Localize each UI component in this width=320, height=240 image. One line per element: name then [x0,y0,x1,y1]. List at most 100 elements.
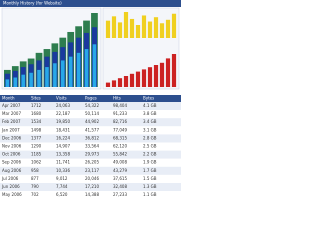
table-cell: 1534 [31,119,42,124]
table-row [0,102,181,111]
bar [171,54,177,87]
table-cell: 1680 [31,111,42,116]
bar [61,60,65,87]
bar [135,71,141,87]
bar [147,67,153,87]
table-cell: 13,358 [56,152,70,157]
table-cell: Mar 2007 [2,111,21,116]
table-cell: 77,049 [113,127,127,132]
table-cell: 2.8 GB [143,135,157,140]
table-cell: 82,716 [113,119,127,124]
table-cell: 1.9 GB [143,160,157,165]
bar [29,72,33,87]
table-row [0,150,181,159]
table-cell: 3.1 GB [143,127,157,132]
bar [21,74,25,87]
header-title: Monthly History (for Website) [3,1,62,6]
bar [117,78,123,87]
table-cell: Nov 2006 [2,144,22,149]
bar [147,21,153,38]
table-row [0,174,181,183]
table-cell: 22,187 [56,111,70,116]
table-cell: 50,114 [85,111,99,116]
table-row [0,118,181,127]
table-row [0,126,181,135]
bar [141,69,147,87]
table-cell: 24,063 [56,103,70,108]
column-header: Sites [31,96,41,101]
bar [141,15,147,38]
table-cell: May 2006 [2,192,22,197]
table-cell: Jun 2006 [1,184,20,189]
table-cell: 49,008 [113,160,127,165]
bar [13,77,18,87]
table-cell: 36,812 [85,135,99,140]
table-cell: 3.8 GB [143,111,157,116]
table-row [0,134,181,143]
table-row [0,166,181,175]
table-row [0,110,181,119]
table-cell: 9,012 [56,176,68,181]
table-cell: 98,404 [113,103,127,108]
table-cell: 37,615 [113,176,127,181]
column-header: Bytes [143,96,154,101]
header-bar [0,0,181,7]
bar [105,82,111,87]
table-cell: 32,408 [113,184,127,189]
table-cell: 33,564 [85,144,99,149]
bar [105,20,111,38]
table-cell: 55,842 [113,152,127,157]
column-header: Visits [56,96,67,101]
bar [111,80,117,87]
bar [5,79,10,87]
column-header: Hits [113,96,121,101]
table-cell: 1.7 GB [143,168,157,173]
bar [111,16,117,38]
table-cell: 23,117 [85,168,99,173]
table-cell: 790 [31,184,39,189]
table-cell: 1498 [31,127,42,132]
bar [159,23,165,38]
page: Monthly History (for Website) Month Sites… [0,0,181,200]
bar [117,22,123,38]
table-cell: 2.5 GB [143,144,157,149]
table-cell: Apr 2007 [2,103,21,108]
table-cell: 11,741 [56,160,70,165]
table-cell: 958 [31,168,39,173]
table-row [0,191,181,200]
bar [123,12,129,38]
bar [135,25,141,38]
table-cell: 29,973 [85,152,99,157]
table-cell: 1.5 GB [143,176,157,181]
table-cell: 877 [31,176,39,181]
table-cell: 18,431 [56,127,70,132]
table-cell: 3.4 GB [143,119,157,124]
bar [129,73,135,87]
column-header: Pages [85,96,97,101]
table-cell: 68,315 [113,135,127,140]
table-cell: 62,120 [113,144,127,149]
table-cell: Oct 2006 [2,152,21,157]
screen: Monthly History (for Website) Month Sites… [0,0,181,200]
table-cell: 1.1 GB [143,192,157,197]
bar [76,52,81,87]
table-cell: 1377 [31,135,42,140]
table-cell: 43,279 [113,168,127,173]
bar [171,13,177,38]
column-header: Month [2,96,15,101]
table-cell: Feb 2007 [2,119,21,124]
bar [68,56,73,87]
table-cell: Aug 2006 [2,168,22,173]
table-row [0,142,181,151]
table-cell: Dec 2006 [2,135,22,140]
table-cell: 26,205 [85,160,99,165]
bar [84,49,89,87]
table-cell: 4.1 GB [143,103,157,108]
table-cell: 7,744 [56,184,68,189]
bar [165,58,171,87]
table-cell: Jul 2006 [1,176,19,181]
bar [129,18,135,38]
bar [153,65,159,87]
table-cell: 1290 [31,144,42,149]
table-header [0,95,181,102]
